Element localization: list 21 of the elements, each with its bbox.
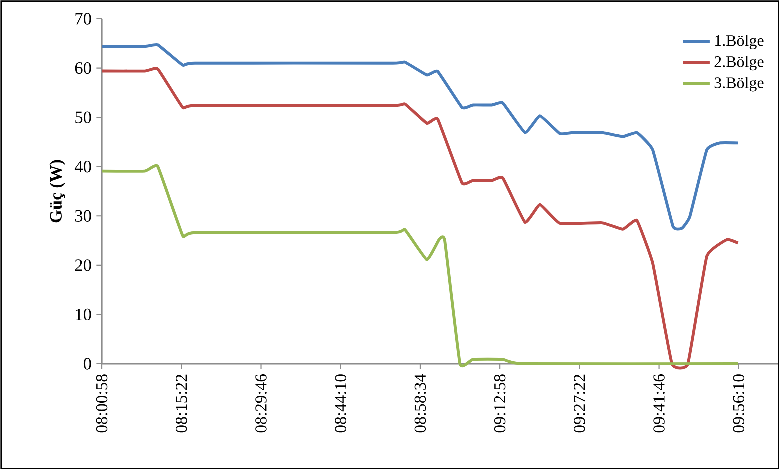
y-axis-title: Güç (W) xyxy=(50,160,66,223)
y-tick-label: 20 xyxy=(75,260,92,272)
x-tick-label: 09:12:58 xyxy=(494,374,506,433)
x-tick-label: 08:58:34 xyxy=(414,374,426,433)
x-tick-label: 08:29:46 xyxy=(256,374,267,433)
legend-label: 2.Bölge xyxy=(714,56,764,71)
legend-label: 3.Bölge xyxy=(714,77,764,92)
y-tick-label: 50 xyxy=(76,112,92,124)
x-tick-label: 08:15:22 xyxy=(176,374,188,433)
y-tick-label: 10 xyxy=(76,308,92,321)
y-tick-label: 60 xyxy=(75,62,92,74)
y-tick-label: 40 xyxy=(74,161,92,173)
y-tick-label: 0 xyxy=(84,358,92,370)
legend-label: 1.Bölge xyxy=(715,34,764,50)
x-tick-label: 08:44:10 xyxy=(335,374,347,433)
x-tick-label: 08:00:58 xyxy=(96,374,108,433)
x-tick-label: 09:27:22 xyxy=(574,374,586,433)
y-tick-label: 70 xyxy=(76,13,92,25)
x-tick-label: 09:41:46 xyxy=(654,374,665,433)
x-tick-label: 09:56:10 xyxy=(733,374,745,433)
y-tick-label: 30 xyxy=(75,210,92,222)
